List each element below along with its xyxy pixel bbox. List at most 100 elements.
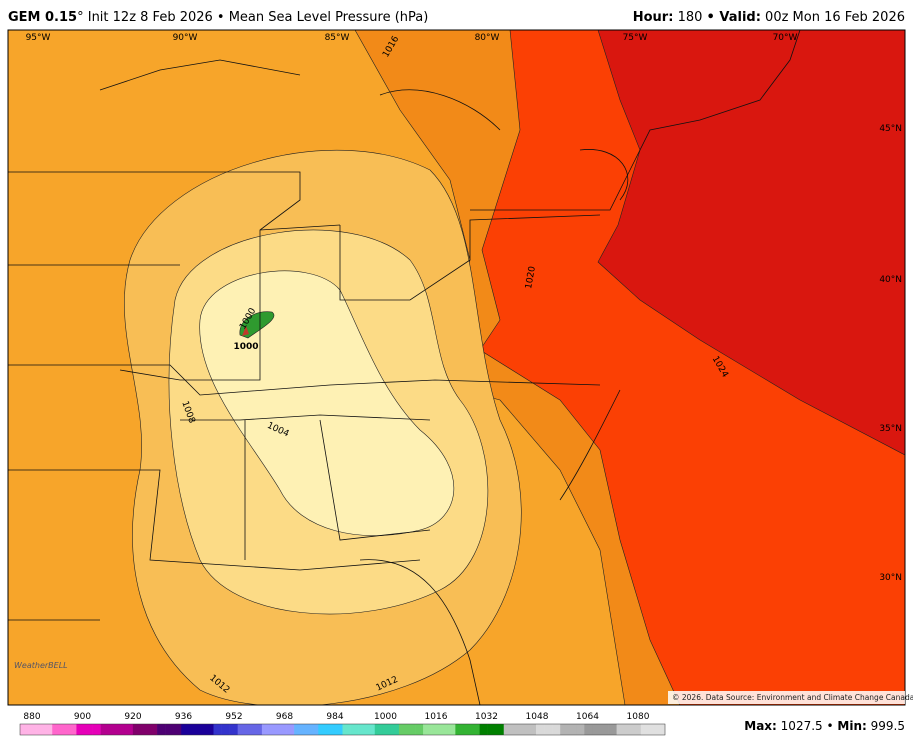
header-right: Hour: 180 • Valid: 00z Mon 16 Feb 2026 — [633, 10, 905, 25]
colorbar-cell — [431, 724, 440, 735]
colorbar-cell — [20, 724, 29, 735]
colorbar-cell — [197, 724, 206, 735]
colorbar-cell — [536, 724, 545, 735]
colorbar-cell — [221, 724, 230, 735]
colorbar-cell — [616, 724, 625, 735]
colorbar-cell — [286, 724, 295, 735]
latitude-labels: 45°N 40°N 35°N 30°N — [879, 124, 902, 583]
colorbar-frame — [19, 723, 666, 736]
colorbar-cell — [632, 724, 642, 735]
contour-label: 1000 — [233, 342, 258, 352]
longitude-label: 75°W — [623, 33, 648, 43]
colorbar-label: 920 — [124, 712, 141, 722]
colorbar-label: 952 — [225, 712, 242, 722]
colorbar-cell — [600, 724, 609, 735]
longitude-labels: 95°W 90°W 85°W 80°W 75°W 70°W — [26, 33, 798, 43]
max-label: Max: — [744, 719, 777, 733]
degree: ° — [77, 10, 84, 25]
colorbar-cell — [173, 724, 182, 735]
colorbar-label: 1016 — [425, 712, 448, 722]
colorbar-cell — [44, 724, 53, 735]
min: 999.5 — [871, 719, 905, 733]
max: 1027.5 — [781, 719, 823, 733]
valid: 00z Mon 16 Feb 2026 — [765, 10, 905, 25]
colorbar-cell — [366, 724, 376, 735]
colorbar-label: 968 — [276, 712, 293, 722]
init: Init 12z 8 Feb 2026 • Mean Sea Level Pre… — [88, 10, 429, 25]
colorbar-cell — [100, 724, 109, 735]
valid-label: • Valid: — [707, 10, 761, 25]
colorbar-cell — [92, 724, 101, 735]
colorbar-cell — [592, 724, 601, 735]
colorbar-cell — [140, 724, 150, 735]
colorbar-cell — [527, 724, 537, 735]
colorbar-cell — [278, 724, 287, 735]
colorbar-cell — [479, 724, 488, 735]
latitude-label: 45°N — [879, 124, 902, 134]
low-center — [239, 311, 275, 339]
colorbar-cell — [608, 724, 617, 735]
colorbar-cell — [132, 724, 142, 735]
colorbar-cell — [124, 724, 134, 735]
sep: • — [827, 719, 834, 733]
pressure-fill — [199, 270, 455, 536]
low-center — [242, 326, 249, 336]
colorbar-cell — [253, 724, 263, 735]
boundaries — [8, 30, 801, 705]
colorbar-cell — [213, 724, 222, 735]
footer: Max: 1027.5 • Min: 999.5 — [744, 719, 905, 733]
colorbar-label: 984 — [326, 712, 343, 722]
latitude-label: 35°N — [879, 424, 902, 434]
colorbar-cell — [342, 724, 351, 735]
colorbar-cell — [511, 724, 521, 735]
colorbar-cell — [181, 724, 190, 735]
colorbar-cell — [108, 724, 118, 735]
colorbar-cell — [68, 724, 77, 735]
colorbar-cell — [165, 724, 174, 735]
colorbar-cell — [229, 724, 238, 735]
colorbar-cell — [415, 724, 424, 735]
colorbar-cell — [261, 724, 271, 735]
colorbar: 880 900 920 936 952 968 984 1000 1016 1032 1048 106… — [19, 712, 666, 736]
colorbar-label: 1080 — [627, 712, 650, 722]
colorbar-cell — [310, 724, 319, 735]
logo: WeatherBELL — [14, 661, 68, 670]
colorbar-cell — [560, 724, 569, 735]
colorbar-cell — [84, 724, 93, 735]
longitude-label: 70°W — [773, 33, 798, 43]
colorbar-cell — [568, 724, 577, 735]
colorbar-cell — [237, 724, 247, 735]
colorbar-cell — [656, 724, 666, 735]
colorbar-label: 936 — [175, 712, 192, 722]
contour-label: 1020 — [524, 265, 538, 290]
colorbar-cell — [157, 724, 166, 735]
colorbar-cell — [205, 724, 214, 735]
map-frame — [7, 29, 906, 706]
header-left: GEM 0.15° Init 12z 8 Feb 2026 • Mean Sea… — [8, 10, 428, 25]
header: GEM 0.15° Init 12z 8 Feb 2026 • Mean Sea… — [8, 10, 905, 25]
longitude-label: 85°W — [325, 33, 350, 43]
colorbar-label: 1048 — [526, 712, 549, 722]
colorbar-label: 1064 — [576, 712, 599, 722]
colorbar-cell — [36, 724, 45, 735]
colorbar-cell — [294, 724, 303, 735]
map — [8, 30, 905, 705]
colorbar-cell — [269, 724, 279, 735]
colorbar-cell — [358, 724, 367, 735]
longitude-label: 80°W — [475, 33, 500, 43]
colorbar-cell — [640, 724, 650, 735]
colorbar-cell — [519, 724, 529, 735]
colorbar-label: 1000 — [374, 712, 397, 722]
colorbar-cell — [28, 724, 37, 735]
colorbar-cell — [398, 724, 408, 735]
colorbar-cell — [423, 724, 432, 735]
latitude-label: 40°N — [879, 275, 902, 285]
colorbar-label: 880 — [23, 712, 40, 722]
colorbar-cell — [390, 724, 400, 735]
colorbar-cell — [576, 724, 585, 735]
credit-bg — [668, 691, 905, 704]
colorbar-label: 900 — [74, 712, 91, 722]
colorbar-cell — [544, 724, 553, 735]
colorbar-cell — [245, 724, 255, 735]
